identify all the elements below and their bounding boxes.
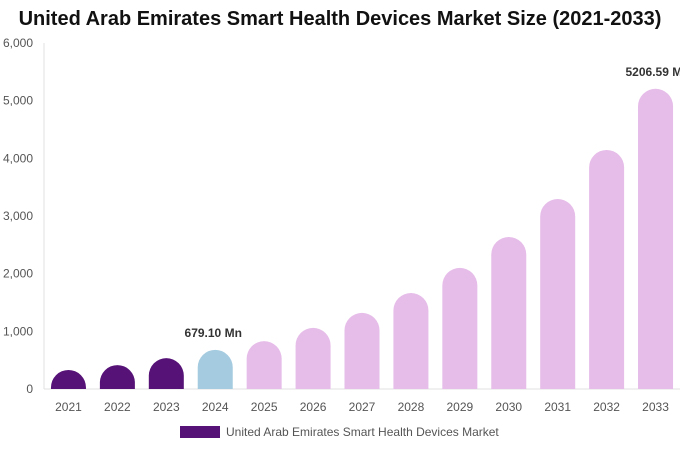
- bar-2032: [589, 149, 625, 389]
- y-tick-label: 6,000: [3, 36, 33, 50]
- x-tick-label: 2021: [55, 400, 82, 414]
- x-tick-label: 2029: [446, 400, 473, 414]
- data-label: 5206.59 Mn: [626, 65, 680, 79]
- y-tick-label: 5,000: [3, 94, 33, 108]
- legend-label: United Arab Emirates Smart Health Device…: [226, 425, 499, 439]
- x-tick-label: 2033: [642, 400, 669, 414]
- bar-2024: [197, 349, 233, 389]
- bar-2025: [246, 341, 282, 389]
- bar-2022: [99, 365, 135, 389]
- x-tick-label: 2024: [202, 400, 229, 414]
- x-tick-label: 2023: [153, 400, 180, 414]
- x-tick-label: 2026: [300, 400, 327, 414]
- y-tick-label: 0: [26, 382, 33, 396]
- x-tick-label: 2027: [349, 400, 376, 414]
- y-tick-label: 3,000: [3, 209, 33, 223]
- bar-2028: [393, 292, 429, 389]
- x-tick-label: 2025: [251, 400, 278, 414]
- bar-2031: [540, 198, 576, 389]
- bar-2026: [295, 327, 331, 389]
- bar-2029: [442, 267, 478, 389]
- bar-2023: [148, 358, 184, 389]
- bar-2033: [638, 88, 674, 390]
- chart-title: United Arab Emirates Smart Health Device…: [18, 8, 662, 30]
- y-tick-label: 1,000: [3, 324, 33, 338]
- bar-2027: [344, 312, 380, 389]
- x-tick-label: 2022: [104, 400, 131, 414]
- y-tick-label: 4,000: [3, 151, 33, 165]
- x-tick-label: 2031: [544, 400, 571, 414]
- legend: United Arab Emirates Smart Health Device…: [180, 425, 499, 439]
- x-tick-label: 2028: [398, 400, 425, 414]
- y-tick-label: 2,000: [3, 267, 33, 281]
- data-label: 679.10 Mn: [185, 326, 242, 340]
- x-tick-label: 2032: [593, 400, 620, 414]
- bar-2021: [50, 369, 86, 389]
- legend-swatch: [180, 426, 220, 438]
- x-tick-label: 2030: [495, 400, 522, 414]
- bar-2030: [491, 237, 527, 389]
